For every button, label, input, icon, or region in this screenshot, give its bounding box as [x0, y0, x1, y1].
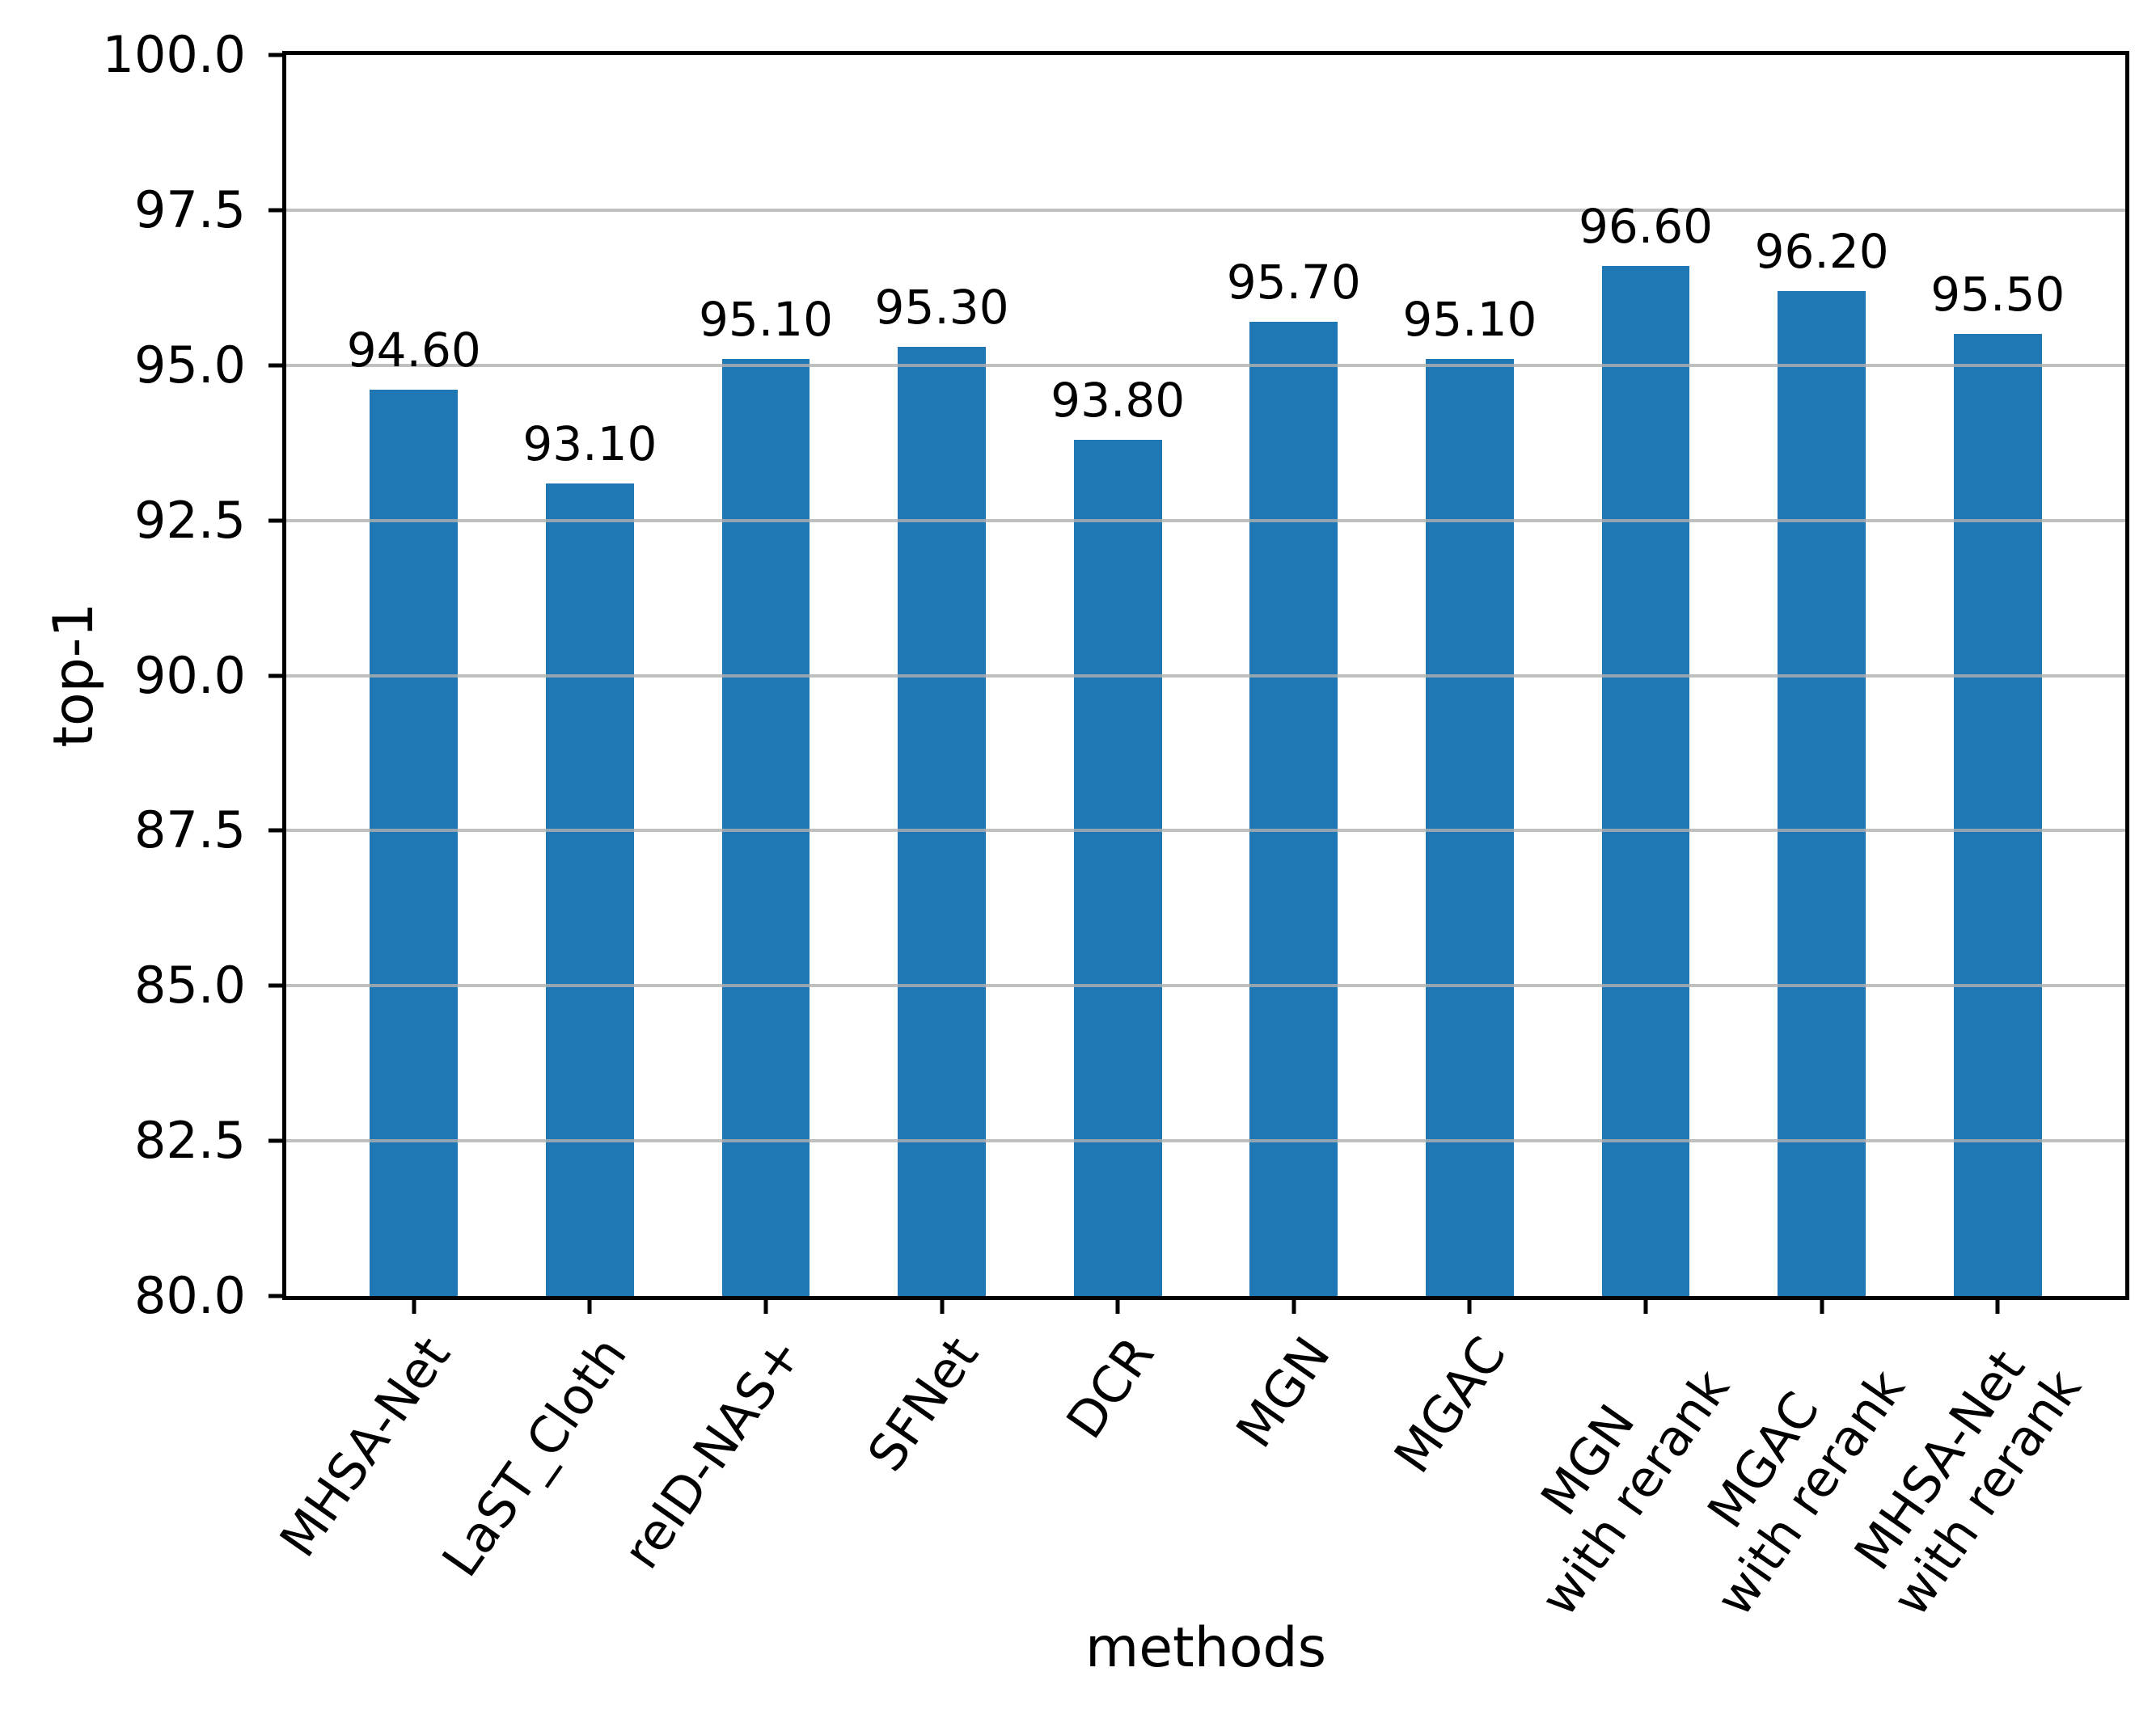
y-tick-label-2: 85.0 [133, 956, 246, 1015]
x-tick-label-1: LaST_Cloth [429, 1326, 638, 1588]
x-axis: MHSA-Net LaST_Cloth reID-NAS+ SFNet DCR MGN MG… [268, 1296, 2125, 1714]
x-tick-mark-0 [412, 1296, 416, 1314]
bar-value-label-3: 95.30 [874, 279, 1009, 335]
bar-value-label-4: 93.80 [1051, 372, 1186, 428]
gridline-6 [286, 363, 2125, 367]
bar-4 [1073, 439, 1162, 1296]
bar-value-label-9: 95.50 [1930, 267, 2065, 323]
y-tick-mark-5 [268, 518, 286, 523]
y-tick-mark-4 [268, 673, 286, 678]
x-tick-mark-4 [1115, 1296, 1120, 1314]
y-tick-label-0: 80.0 [133, 1266, 246, 1325]
y-tick-mark-1 [268, 1138, 286, 1143]
gridline-1 [286, 1139, 2125, 1143]
bar-3 [898, 346, 986, 1296]
y-tick-label-6: 95.0 [133, 335, 246, 395]
y-tick-mark-0 [268, 1294, 286, 1298]
bar-5 [1249, 322, 1338, 1296]
y-tick-label-7: 97.5 [133, 179, 246, 239]
bar-6 [1426, 359, 1514, 1296]
x-tick-label-5: MGN [1224, 1326, 1342, 1459]
x-tick-label-4: DCR [1055, 1326, 1166, 1450]
y-tick-label-1: 82.5 [133, 1111, 246, 1171]
bar-value-label-7: 96.60 [1578, 198, 1714, 254]
y-tick-mark-7 [268, 208, 286, 213]
y-tick-mark-2 [268, 983, 286, 988]
gridline-7 [286, 208, 2125, 212]
plot-area: 94.60 93.10 95.10 95.30 93.80 95.70 95.10 96.60… [282, 51, 2129, 1300]
y-tick-mark-8 [268, 53, 286, 57]
bar-value-label-2: 95.10 [698, 292, 833, 348]
x-tick-mark-5 [1291, 1296, 1296, 1314]
bar-value-label-0: 94.60 [346, 323, 481, 378]
y-tick-label-4: 90.0 [133, 645, 246, 705]
x-tick-mark-7 [1643, 1296, 1648, 1314]
bar-7 [1601, 265, 1690, 1296]
x-tick-label-2: reID-NAS+ [611, 1326, 814, 1580]
x-tick-mark-3 [940, 1296, 945, 1314]
x-tick-mark-9 [1995, 1296, 2000, 1314]
bar-8 [1778, 290, 1866, 1296]
y-tick-mark-6 [268, 363, 286, 368]
bar-value-label-5: 95.70 [1226, 255, 1361, 310]
y-axis: 80.0 82.5 85.0 87.5 90.0 92.5 95.0 97.5 100.0 [0, 30, 286, 1321]
y-tick-label-5: 92.5 [133, 490, 246, 550]
x-tick-mark-6 [1467, 1296, 1472, 1314]
gridline-2 [286, 984, 2125, 988]
x-tick-label-3: SFNet [856, 1326, 990, 1482]
bar-value-label-1: 93.10 [522, 416, 657, 471]
y-tick-label-3: 87.5 [133, 800, 246, 860]
bar-value-label-8: 96.20 [1754, 223, 1889, 279]
x-tick-mark-2 [763, 1296, 768, 1314]
bar-2 [721, 359, 810, 1296]
bar-0 [370, 390, 459, 1296]
bar-value-label-6: 95.10 [1402, 292, 1537, 348]
y-tick-label-8: 100.0 [102, 25, 247, 84]
gridline-4 [286, 673, 2125, 678]
x-tick-mark-8 [1820, 1296, 1824, 1314]
y-tick-mark-3 [268, 828, 286, 833]
gridline-5 [286, 518, 2125, 522]
x-tick-label-0: MHSA-Net [268, 1326, 462, 1568]
bar-1 [545, 483, 634, 1296]
x-tick-mark-1 [587, 1296, 592, 1314]
x-axis-title: methods [1084, 1616, 1327, 1680]
bar-9 [1953, 334, 2042, 1296]
gridline-3 [286, 829, 2125, 833]
x-tick-label-6: MGAC [1382, 1326, 1518, 1484]
